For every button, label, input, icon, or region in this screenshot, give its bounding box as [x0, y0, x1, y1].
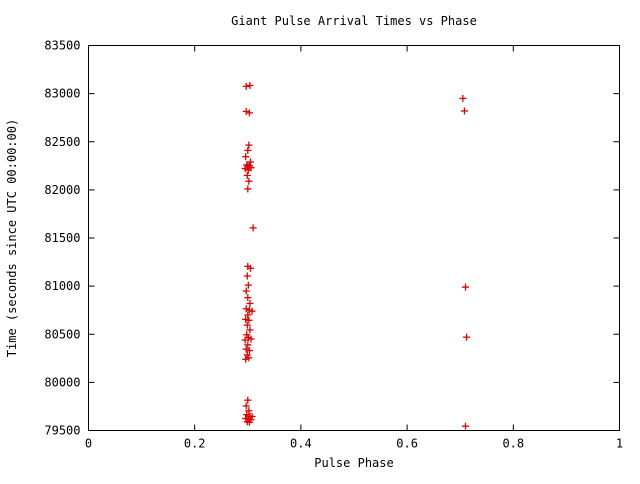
y-axis-label: Time (seconds since UTC 00:00:00) — [5, 119, 19, 357]
x-tick-label: 0.8 — [502, 437, 524, 451]
data-points — [241, 81, 471, 430]
y-tick-label: 82500 — [44, 135, 80, 149]
y-tick-label: 81000 — [44, 279, 80, 293]
axis-ticks — [88, 45, 620, 431]
chart-title: Giant Pulse Arrival Times vs Phase — [231, 14, 477, 28]
y-tick-label: 80500 — [44, 327, 80, 341]
axis-tick-labels: 0 0.2 0.4 0.6 0.8 1 79500 80000 80500 81000 81500 8… — [44, 39, 623, 451]
x-tick-label: 1 — [616, 437, 623, 451]
y-tick-label: 83500 — [44, 39, 80, 53]
y-tick-label: 80000 — [44, 375, 80, 389]
y-tick-label: 83000 — [44, 87, 80, 101]
plot-border — [88, 45, 620, 431]
x-tick-label: 0 — [85, 437, 92, 451]
y-tick-label: 79500 — [44, 424, 80, 438]
y-tick-label: 82000 — [44, 183, 80, 197]
y-tick-label: 81500 — [44, 231, 80, 245]
x-axis-label: Pulse Phase — [314, 456, 393, 470]
x-tick-label: 0.6 — [396, 437, 418, 451]
x-tick-label: 0.2 — [184, 437, 206, 451]
x-tick-label: 0.4 — [290, 437, 312, 451]
